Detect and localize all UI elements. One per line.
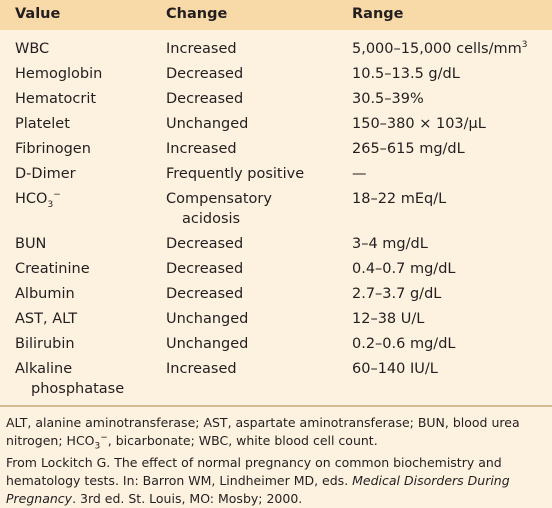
source-citation: From Lockitch G. The effect of normal pr… xyxy=(6,455,510,506)
cell-change: Increased xyxy=(166,361,237,377)
cell-range: 150–380 × 103/µL xyxy=(352,116,486,132)
header-range: Range xyxy=(352,6,404,22)
cell-value: Fibrinogen xyxy=(15,141,91,157)
cell-change: Decreased xyxy=(166,66,244,82)
cell-range: 18–22 mEq/L xyxy=(352,191,447,207)
cell-change: Frequently positive xyxy=(166,166,305,182)
cell-range: — xyxy=(352,166,367,182)
header-value: Value xyxy=(15,6,61,22)
cell-range: 10.5–13.5 g/dL xyxy=(352,66,460,82)
cell-value-line2: phosphatase xyxy=(31,381,125,397)
cell-value: D-Dimer xyxy=(15,166,76,182)
cell-range: 12–38 U/L xyxy=(352,311,425,327)
cell-range: 265–615 mg/dL xyxy=(352,141,465,157)
cell-range: 3–4 mg/dL xyxy=(352,236,428,252)
cell-change: Decreased xyxy=(166,261,244,277)
cell-change: Compensatory xyxy=(166,191,272,207)
cell-value: AST, ALT xyxy=(15,311,78,327)
cell-value: Creatinine xyxy=(15,261,90,277)
cell-value: Alkaline xyxy=(15,361,73,377)
cell-change: Decreased xyxy=(166,286,244,302)
cell-value: Platelet xyxy=(15,116,70,132)
cell-range: 60–140 IU/L xyxy=(352,361,438,377)
cell-value: Albumin xyxy=(15,286,75,302)
cell-range: 2.7–3.7 g/dL xyxy=(352,286,442,302)
cell-range: 30.5–39% xyxy=(352,91,424,107)
header-change: Change xyxy=(166,6,228,22)
cell-value: Hematocrit xyxy=(15,91,97,107)
cell-change: Increased xyxy=(166,41,237,57)
cell-value: WBC xyxy=(15,41,50,57)
cell-change-line2: acidosis xyxy=(182,211,241,227)
cell-value: Hemoglobin xyxy=(15,66,103,82)
table-header: Value Change Range xyxy=(0,0,552,30)
cell-range: 0.2–0.6 mg/dL xyxy=(352,336,456,352)
cell-value: BUN xyxy=(15,236,47,252)
cell-value: Bilirubin xyxy=(15,336,75,352)
cell-change: Unchanged xyxy=(166,336,249,352)
cell-change: Increased xyxy=(166,141,237,157)
abbreviations-footnote: ALT, alanine aminotransferase; AST, aspa… xyxy=(6,415,520,452)
cell-change: Unchanged xyxy=(166,116,249,132)
cell-range: 5,000–15,000 cells/mm3 xyxy=(352,40,528,57)
cell-range: 0.4–0.7 mg/dL xyxy=(352,261,456,277)
cell-change: Decreased xyxy=(166,91,244,107)
cell-value: HCO3− xyxy=(15,190,61,210)
table-bottom-rule xyxy=(0,405,552,407)
cell-change: Decreased xyxy=(166,236,244,252)
cell-change: Unchanged xyxy=(166,311,249,327)
